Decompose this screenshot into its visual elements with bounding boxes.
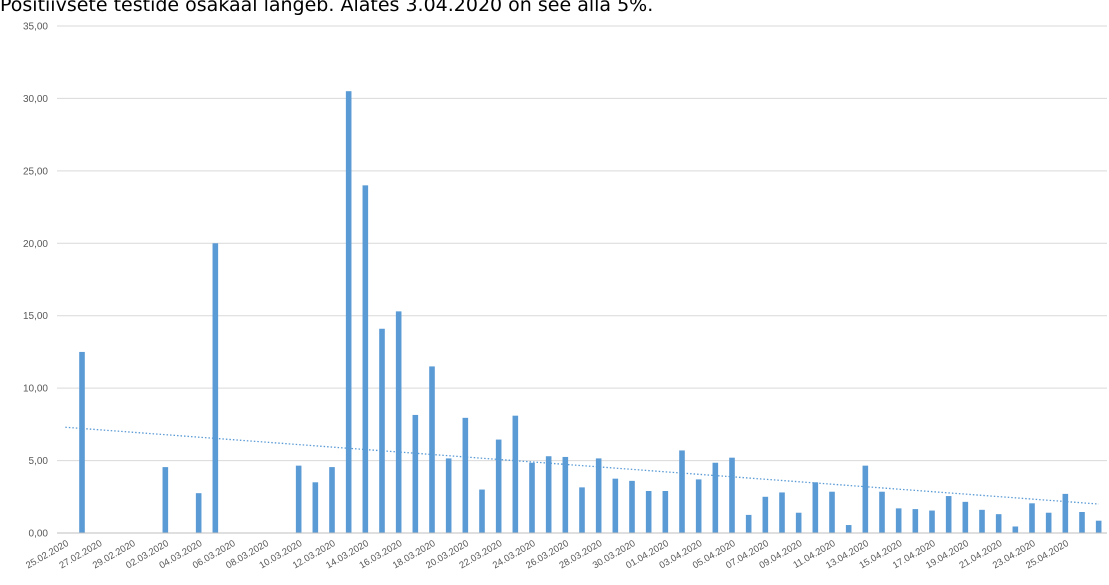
bar (495, 439, 502, 533)
bar (162, 467, 169, 533)
y-tick-label: 15,00 (23, 311, 48, 322)
bar (462, 417, 469, 533)
bar (412, 414, 419, 533)
y-tick-label: 35,00 (23, 22, 48, 33)
chart-caption: Positiivsete testide osakaal langeb. Ala… (0, 0, 654, 16)
bar (712, 462, 719, 533)
bar (362, 185, 369, 534)
gridlines (57, 25, 1107, 462)
bars (79, 91, 1102, 534)
bar (695, 479, 702, 533)
y-axis-tick-labels: 0,00 5,00 10,00 15,00 20,00 25,00 30,00 35,00 (23, 22, 48, 540)
bar (545, 456, 552, 533)
bar (729, 457, 735, 533)
y-tick-label: 0,00 (29, 529, 49, 540)
bar (345, 91, 352, 533)
y-tick-label: 25,00 (23, 166, 48, 177)
bar (429, 366, 435, 533)
bar (912, 509, 919, 533)
bar (212, 243, 219, 534)
bar (79, 351, 85, 533)
bar (512, 415, 519, 533)
bar (662, 490, 669, 533)
bar (579, 487, 585, 533)
bar (945, 496, 952, 533)
bar (562, 456, 569, 533)
bar (445, 458, 452, 533)
bar (1029, 503, 1035, 533)
bar (1045, 512, 1052, 533)
bar (1062, 493, 1069, 533)
bar (612, 478, 619, 533)
y-tick-label: 20,00 (23, 239, 48, 250)
x-axis-tick-labels: 25.02.202027.02.202029.02.202002.03.2020… (24, 538, 1071, 571)
bar (895, 508, 902, 533)
bar (195, 493, 202, 533)
bar (1012, 526, 1019, 533)
bar (379, 328, 385, 533)
bar (845, 525, 852, 533)
bar (829, 491, 835, 533)
bar (812, 482, 819, 533)
bar (395, 311, 402, 533)
bar (645, 490, 652, 533)
bar (962, 501, 969, 533)
trendline (65, 426, 1099, 505)
bar (329, 467, 335, 533)
bar (745, 514, 752, 533)
bar (979, 509, 985, 533)
bar (679, 450, 685, 533)
bar (1095, 520, 1102, 533)
bar (779, 492, 785, 533)
bar (795, 512, 802, 533)
bar (595, 458, 602, 533)
bar (1079, 511, 1085, 533)
bar (629, 480, 635, 533)
bar (929, 510, 935, 533)
bar (295, 465, 302, 533)
bar (862, 465, 869, 533)
bar (312, 482, 319, 533)
bar (995, 514, 1002, 533)
y-tick-label: 30,00 (23, 94, 48, 105)
bar (762, 496, 769, 533)
y-tick-label: 5,00 (29, 456, 49, 467)
bar (529, 462, 535, 533)
bar (879, 491, 885, 533)
bar (479, 489, 485, 533)
y-tick-label: 10,00 (23, 384, 48, 395)
